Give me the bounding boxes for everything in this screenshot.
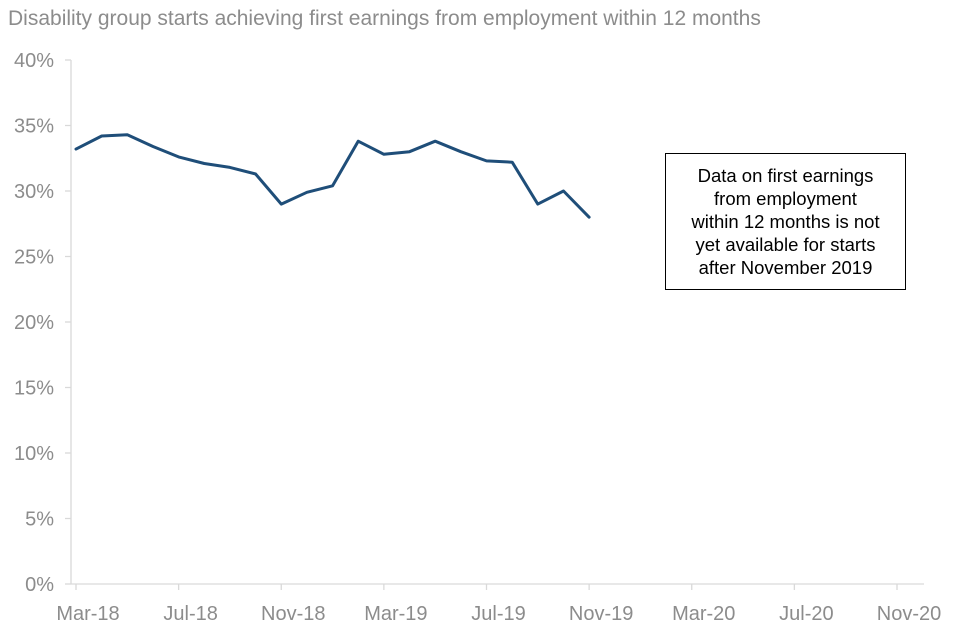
y-tick-label: 20% [14,312,54,334]
x-tick-label: Nov-18 [261,603,325,625]
x-tick-label: Nov-20 [877,603,941,625]
series-layer [74,133,591,219]
y-tick-label: 15% [14,378,54,400]
data-availability-note: Data on first earnings from employment w… [665,153,906,290]
x-tick-label: Jul-19 [471,603,525,625]
y-tick-label: 10% [14,443,54,465]
y-tick-label: 25% [14,247,54,269]
y-tick-label: 35% [14,116,54,138]
x-tick-label: Mar-18 [56,603,119,625]
y-tick-label: 40% [14,50,54,72]
x-tick-label: Jul-20 [779,603,833,625]
x-tick-label: Nov-19 [569,603,633,625]
y-tick-label: 30% [14,181,54,203]
x-tick-label: Jul-18 [163,603,217,625]
x-axis: Mar-18 Jul-18 Nov-18 Mar-19 Jul-19 Nov-19 Mar-… [56,583,941,625]
y-tick-label: 5% [25,509,54,531]
y-axis: 0% 5% 10% 15% 20% 25% 30% 35% 40% [14,50,72,596]
y-tick-label: 0% [25,574,54,596]
x-tick-label: Mar-20 [672,603,735,625]
chart-title: Disability group starts achieving first … [8,7,761,30]
series-line [74,133,591,219]
x-tick-label: Mar-19 [364,603,427,625]
